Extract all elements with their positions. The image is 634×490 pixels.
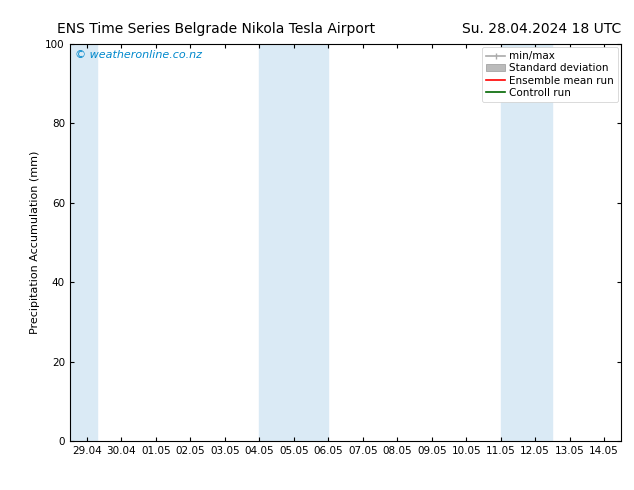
Bar — [501, 44, 552, 441]
Bar — [70, 44, 97, 441]
Legend: min/max, Standard deviation, Ensemble mean run, Controll run: min/max, Standard deviation, Ensemble me… — [482, 47, 618, 102]
Text: Su. 28.04.2024 18 UTC: Su. 28.04.2024 18 UTC — [462, 22, 621, 36]
Text: © weatheronline.co.nz: © weatheronline.co.nz — [75, 50, 202, 60]
Title: ENS Time Series Belgrade Nikola Tesla Airport     Su. 28.04.2024 18 UTC: ENS Time Series Belgrade Nikola Tesla Ai… — [0, 489, 1, 490]
Y-axis label: Precipitation Accumulation (mm): Precipitation Accumulation (mm) — [30, 151, 40, 334]
Bar — [259, 44, 328, 441]
Text: ENS Time Series Belgrade Nikola Tesla Airport: ENS Time Series Belgrade Nikola Tesla Ai… — [57, 22, 375, 36]
